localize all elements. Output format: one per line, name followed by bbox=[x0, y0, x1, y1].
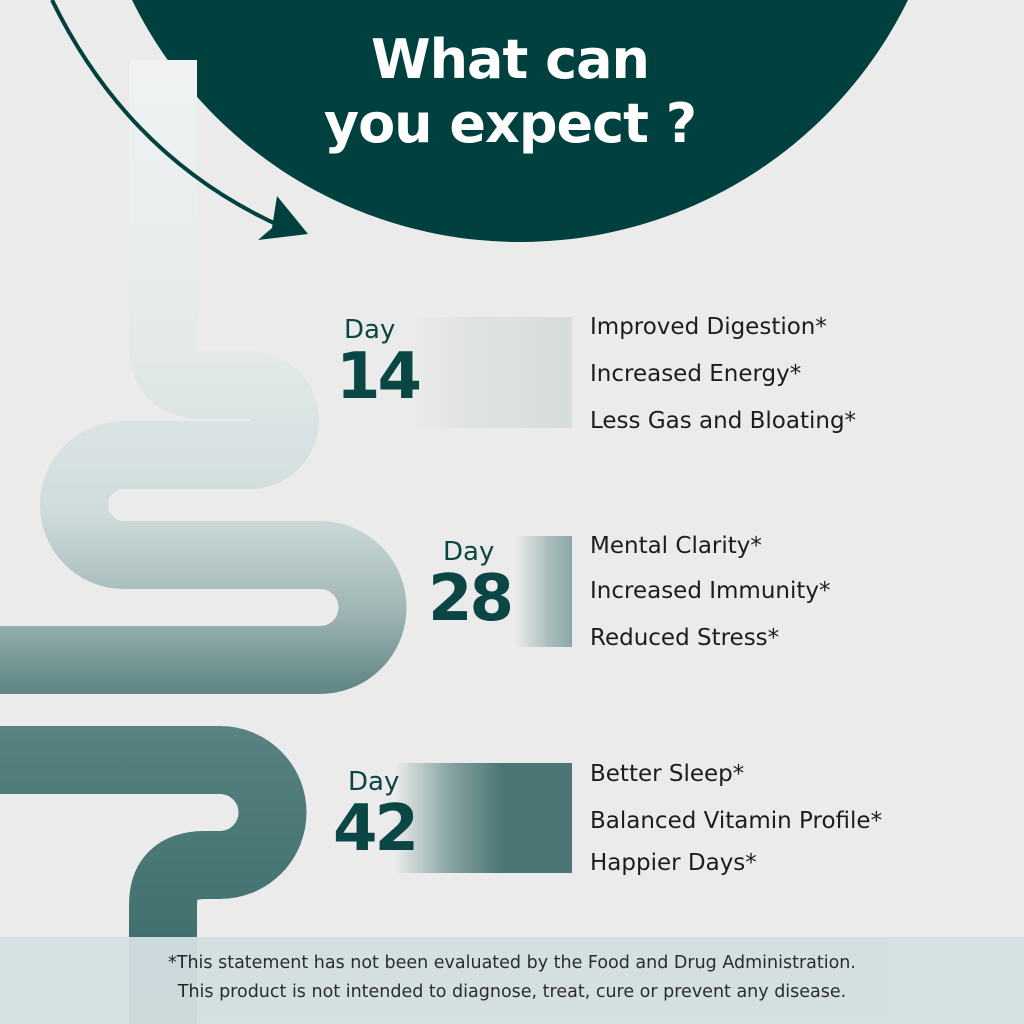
benefit-item: Happier Days* bbox=[590, 850, 757, 876]
day-42-marker: Day 42 bbox=[333, 767, 419, 866]
title-circle bbox=[132, 0, 908, 242]
benefit-item: Increased Immunity* bbox=[590, 578, 831, 604]
arrow-line bbox=[50, 0, 286, 230]
day-28-benefits: Mental Clarity* Increased Immunity* Redu… bbox=[590, 534, 831, 673]
day-label: Day bbox=[348, 767, 400, 797]
benefit-item: Increased Energy* bbox=[590, 361, 802, 387]
title-line-1: What can bbox=[371, 28, 650, 91]
day-number: 42 bbox=[333, 792, 419, 866]
day-28-bar bbox=[515, 536, 572, 647]
day-14-benefits: Improved Digestion* Increased Energy* Le… bbox=[590, 315, 856, 456]
benefit-item: Reduced Stress* bbox=[590, 625, 780, 651]
disclaimer-line-2: This product is not intended to diagnose… bbox=[177, 982, 847, 1002]
benefit-item: Mental Clarity* bbox=[590, 533, 762, 559]
arrow-head-icon bbox=[258, 196, 308, 240]
day-28-marker: Day 28 bbox=[428, 537, 514, 636]
day-label: Day bbox=[443, 537, 495, 567]
day-14-bar bbox=[410, 317, 572, 428]
day-number: 28 bbox=[428, 562, 514, 636]
title-line-2: you expect ? bbox=[323, 92, 697, 155]
page-title: What can you expect ? bbox=[210, 28, 810, 156]
benefit-item: Improved Digestion* bbox=[590, 314, 827, 340]
day-42-benefits: Better Sleep* Balanced Vitamin Profile* … bbox=[590, 762, 882, 898]
benefit-item: Less Gas and Bloating* bbox=[590, 408, 857, 434]
benefit-item: Better Sleep* bbox=[590, 761, 745, 787]
benefit-item: Balanced Vitamin Profile* bbox=[590, 808, 883, 834]
disclaimer-footer: *This statement has not been evaluated b… bbox=[0, 937, 1024, 1024]
day-14-marker: Day 14 bbox=[336, 315, 422, 414]
intestine-tube bbox=[0, 60, 407, 1024]
day-label: Day bbox=[344, 315, 396, 345]
day-number: 14 bbox=[336, 340, 422, 414]
disclaimer-line-1: *This statement has not been evaluated b… bbox=[168, 953, 856, 973]
day-42-bar bbox=[395, 763, 572, 873]
